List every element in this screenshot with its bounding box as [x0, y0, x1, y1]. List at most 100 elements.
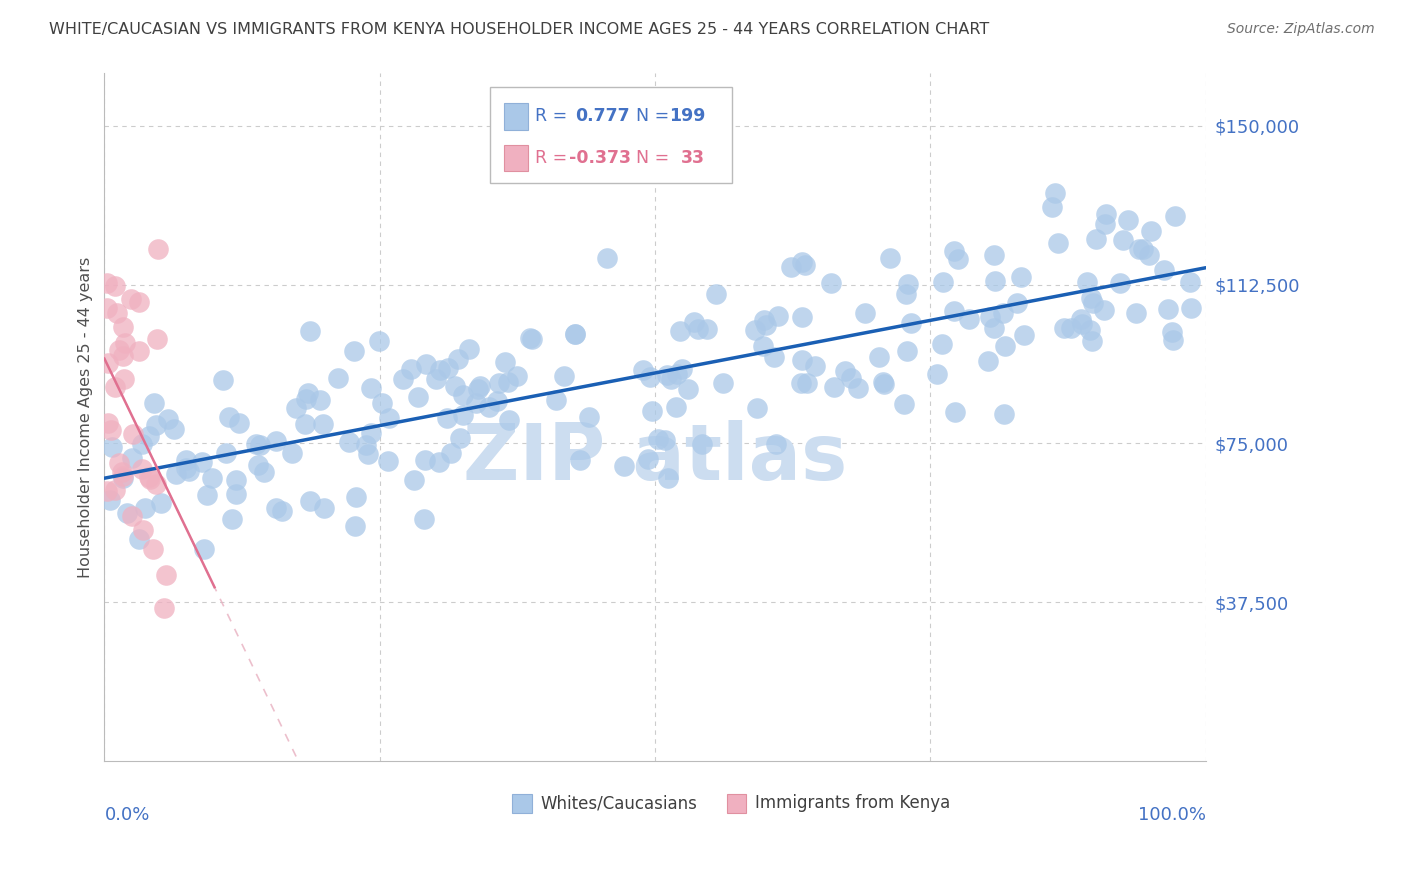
Point	[96, 301, 118, 315]
Point	[1157, 301, 1180, 316]
Point	[613, 459, 636, 474]
Point	[370, 395, 392, 409]
Point	[942, 244, 965, 259]
Point	[121, 450, 143, 465]
Point	[294, 417, 316, 432]
Point	[638, 370, 661, 384]
Point	[112, 372, 135, 386]
Text: ZIP atlas: ZIP atlas	[463, 420, 848, 496]
Point	[104, 380, 127, 394]
Point	[142, 542, 165, 557]
Point	[872, 375, 894, 389]
Point	[121, 508, 143, 523]
Point	[839, 371, 862, 385]
Point	[943, 404, 966, 418]
Text: -0.373: -0.373	[569, 149, 631, 167]
Point	[97, 416, 120, 430]
Point	[752, 313, 775, 327]
Point	[298, 324, 321, 338]
Point	[1161, 325, 1184, 339]
Point	[654, 434, 676, 448]
Point	[253, 465, 276, 479]
Point	[96, 277, 118, 291]
Point	[467, 382, 489, 396]
Point	[105, 306, 128, 320]
Point	[179, 464, 201, 478]
Point	[1040, 200, 1063, 214]
Point	[983, 321, 1005, 335]
FancyBboxPatch shape	[489, 87, 733, 183]
Point	[357, 447, 380, 461]
Text: 100.0%: 100.0%	[1137, 805, 1206, 823]
Point	[295, 392, 318, 407]
Point	[468, 378, 491, 392]
Point	[436, 410, 458, 425]
Point	[354, 438, 377, 452]
Bar	[727, 794, 747, 814]
Point	[796, 376, 818, 390]
Point	[100, 423, 122, 437]
Point	[131, 437, 153, 451]
Point	[569, 453, 592, 467]
Point	[546, 392, 568, 407]
Point	[1112, 233, 1135, 247]
Point	[314, 501, 336, 516]
Point	[564, 326, 586, 341]
Point	[711, 376, 734, 391]
Point	[790, 376, 813, 391]
Text: 33: 33	[681, 149, 704, 167]
Point	[1092, 302, 1115, 317]
Point	[1118, 213, 1140, 227]
Point	[425, 371, 447, 385]
Point	[112, 319, 135, 334]
Point	[666, 367, 689, 381]
Point	[193, 541, 215, 556]
Point	[145, 477, 167, 491]
Point	[128, 294, 150, 309]
Point	[498, 413, 520, 427]
Point	[879, 251, 901, 265]
Point	[415, 358, 437, 372]
Text: R =: R =	[536, 107, 567, 126]
Point	[659, 372, 682, 386]
Point	[138, 470, 160, 484]
Point	[377, 454, 399, 468]
Point	[1081, 296, 1104, 310]
Point	[312, 417, 335, 431]
Point	[932, 276, 955, 290]
Point	[298, 494, 321, 508]
Point	[96, 356, 118, 370]
Point	[942, 303, 965, 318]
Point	[429, 454, 451, 468]
Point	[780, 260, 803, 275]
Point	[264, 434, 287, 449]
Point	[1076, 275, 1098, 289]
Point	[155, 568, 177, 582]
Point	[297, 385, 319, 400]
Point	[146, 242, 169, 256]
Text: 199: 199	[669, 107, 706, 126]
Point	[96, 483, 118, 498]
Point	[191, 455, 214, 469]
Point	[900, 316, 922, 330]
Text: Source: ZipAtlas.com: Source: ZipAtlas.com	[1227, 22, 1375, 37]
Bar	[505, 145, 529, 170]
Point	[768, 309, 790, 323]
Text: 0.0%: 0.0%	[104, 805, 150, 823]
Point	[755, 318, 778, 332]
Point	[247, 458, 270, 472]
Point	[1153, 263, 1175, 277]
Point	[704, 287, 727, 301]
Point	[925, 367, 948, 381]
Point	[101, 440, 124, 454]
Point	[281, 446, 304, 460]
Point	[745, 401, 768, 416]
Point	[1010, 269, 1032, 284]
Point	[214, 446, 236, 460]
Point	[1108, 277, 1130, 291]
Point	[690, 437, 713, 451]
Point	[496, 375, 519, 389]
Point	[174, 453, 197, 467]
Point	[893, 397, 915, 411]
Point	[264, 501, 287, 516]
